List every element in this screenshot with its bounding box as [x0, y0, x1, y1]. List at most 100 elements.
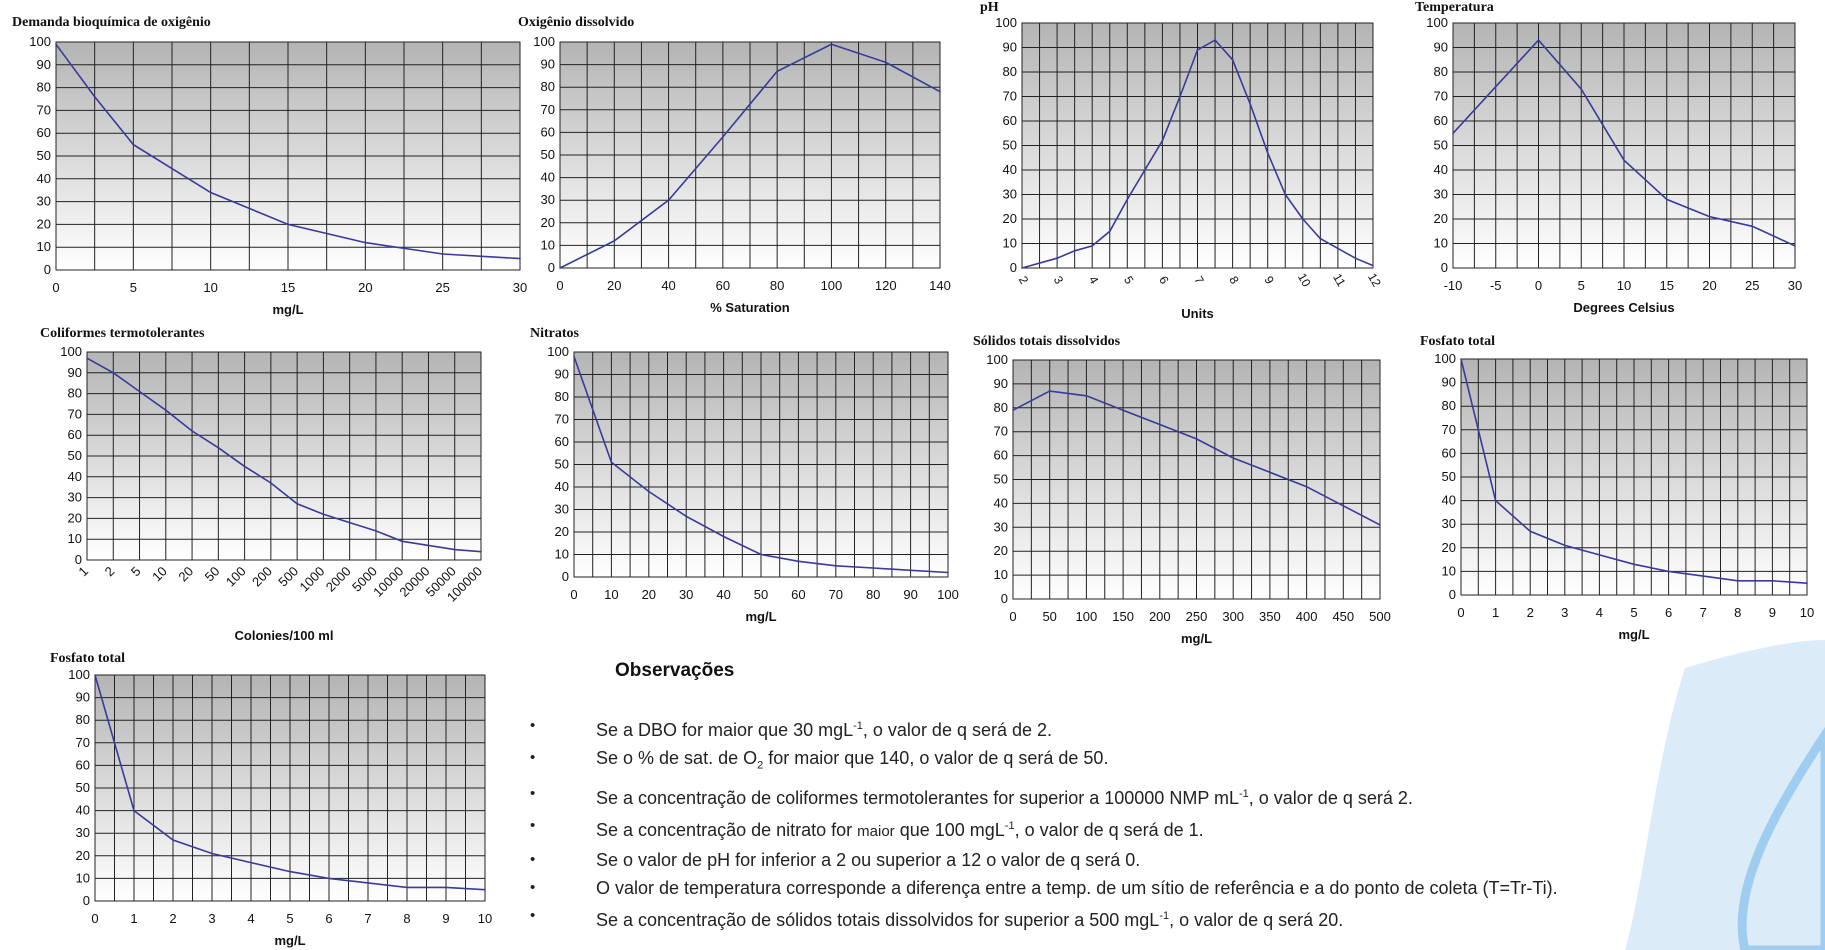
- bullet-icon: •: [530, 717, 536, 734]
- x-tick-label: 3: [1051, 274, 1067, 287]
- y-tick-label: 90: [555, 367, 569, 382]
- data-point: [1537, 39, 1540, 41]
- bullet-icon: •: [530, 850, 536, 868]
- x-tick-label: 0: [52, 280, 59, 295]
- x-tick-label: 1: [75, 564, 91, 580]
- x-tick-label: 0: [1457, 605, 1464, 620]
- x-tick-label: 60: [716, 278, 730, 293]
- x-tick-label: 7: [364, 911, 371, 926]
- data-point: [797, 560, 800, 563]
- x-tick-label: 6: [325, 911, 332, 926]
- y-tick-label: 60: [1442, 445, 1456, 460]
- x-tick-label: 25: [1745, 278, 1759, 293]
- x-tick-label: 40: [716, 587, 730, 602]
- data-point: [1305, 485, 1308, 488]
- x-tick-label: 200: [1149, 609, 1171, 624]
- x-tick-label: 12: [1365, 271, 1384, 290]
- chart-solidos-totais: Sólidos totais dissolvidos 0 10 20 30 40 50 60 7…: [973, 334, 1395, 658]
- observacao-post: , o valor de q será de 2.: [862, 720, 1053, 740]
- observacao-sup: -1: [1159, 909, 1170, 922]
- y-tick-label: 100: [1426, 15, 1448, 30]
- data-point: [947, 571, 949, 574]
- y-tick-label: 60: [1434, 113, 1448, 128]
- observacao-item: • Se o valor de pH for inferior a 2 ou su…: [530, 846, 1680, 874]
- data-point: [1708, 215, 1711, 218]
- y-tick-label: 50: [1003, 138, 1017, 153]
- y-tick-label: 20: [994, 543, 1008, 558]
- y-tick-label: 30: [1434, 187, 1448, 202]
- data-point: [165, 409, 167, 412]
- data-point: [191, 430, 193, 432]
- x-tick-label: 8: [1734, 605, 1741, 620]
- data-point: [367, 882, 369, 884]
- data-point: [328, 877, 330, 880]
- x-tick-label: 2: [1527, 605, 1534, 620]
- y-tick-label: 10: [76, 870, 90, 885]
- y-tick-label: 40: [555, 479, 569, 494]
- y-tick-label: 100: [995, 15, 1017, 30]
- data-point: [375, 530, 377, 532]
- x-axis-label: mg/L: [272, 302, 303, 317]
- data-point: [1623, 159, 1625, 161]
- x-tick-label: -5: [1490, 278, 1502, 293]
- header-strip: [0, 0, 1825, 8]
- data-point: [648, 490, 650, 493]
- data-point: [1354, 257, 1357, 260]
- data-point: [1460, 358, 1462, 360]
- data-point: [722, 136, 724, 138]
- data-point: [132, 143, 135, 146]
- y-tick-label: 40: [1434, 162, 1448, 177]
- data-point: [909, 569, 912, 572]
- y-tick-label: 20: [541, 215, 555, 230]
- y-tick-label: 40: [541, 170, 555, 185]
- y-tick-label: 90: [37, 57, 51, 72]
- y-tick-label: 100: [29, 34, 51, 49]
- x-tick-label: 5: [286, 911, 293, 926]
- x-tick-label: 20: [642, 587, 656, 602]
- data-point: [760, 553, 762, 556]
- observacao-pre: Se a concentração de sólidos totais diss…: [596, 909, 1160, 930]
- x-tick-label: 140: [929, 278, 951, 293]
- x-tick-label: 120: [875, 278, 897, 293]
- y-tick-label: 60: [1003, 113, 1017, 128]
- x-tick-label: 8: [403, 911, 410, 926]
- x-tick-label: 7: [1700, 605, 1707, 620]
- observacao-pre: Se a DBO for maior que 30 mgL: [596, 720, 854, 740]
- series-line: [86, 357, 482, 553]
- x-tick-label: 20: [607, 278, 621, 293]
- y-tick-label: 30: [1003, 187, 1017, 202]
- x-axis-label: Units: [1181, 306, 1214, 321]
- chart-title: Demanda bioquímica de oxigênio: [12, 15, 211, 30]
- data-point: [1337, 247, 1339, 250]
- data-point: [519, 257, 521, 260]
- y-tick-label: 10: [1434, 236, 1448, 251]
- series-line: [559, 43, 941, 269]
- y-tick-label: 20: [1434, 211, 1448, 226]
- data-point: [1667, 570, 1670, 573]
- y-tick-label: 70: [37, 102, 51, 117]
- y-tick-label: 40: [76, 803, 90, 818]
- y-tick-label: 30: [1442, 516, 1456, 531]
- x-tick-label: 50: [202, 564, 223, 585]
- y-tick-label: 70: [76, 735, 90, 750]
- y-tick-label: 50: [555, 457, 569, 472]
- y-tick-label: 10: [555, 547, 569, 562]
- x-tick-label: 250: [1186, 609, 1208, 624]
- x-tick-label: 20: [1702, 278, 1716, 293]
- decorative-wave: [1625, 640, 1825, 950]
- chart-title: pH: [980, 0, 999, 15]
- data-point: [296, 503, 298, 505]
- data-point: [484, 888, 486, 891]
- x-tick-label: 10: [1617, 278, 1631, 293]
- x-tick-label: 80: [770, 278, 784, 293]
- data-point: [287, 223, 289, 226]
- y-tick-label: 20: [76, 848, 90, 863]
- data-point: [1048, 390, 1051, 392]
- observacao-pre: O valor de temperatura corresponde a dif…: [596, 877, 1558, 898]
- chart-dbo: Demanda bioquímica de oxigênio 0 10 20 30 40 5…: [12, 15, 527, 317]
- data-point: [1085, 395, 1088, 397]
- x-axis-label: % Saturation: [710, 300, 790, 315]
- data-point: [1665, 198, 1668, 201]
- y-tick-label: 70: [994, 424, 1008, 439]
- x-axis-label: Degrees Celsius: [1573, 300, 1674, 315]
